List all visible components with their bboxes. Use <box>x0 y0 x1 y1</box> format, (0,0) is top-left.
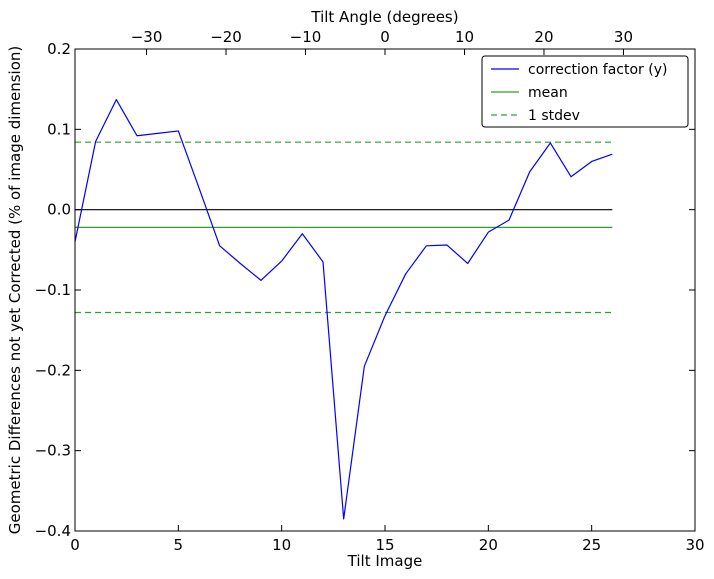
legend-label-mean: mean <box>528 85 568 101</box>
y-tick-label: −0.4 <box>35 522 71 540</box>
x-tick-label: 5 <box>174 536 184 554</box>
top-tick-label: −20 <box>210 28 242 46</box>
y-tick-label: 0.2 <box>47 40 71 58</box>
correction-factor-line <box>74 99 613 520</box>
x-tick-label: 15 <box>375 536 394 554</box>
x-tick-label: 25 <box>582 536 601 554</box>
data-layer <box>74 99 613 520</box>
y-tick-label: 0.1 <box>47 120 71 138</box>
top-tick-label: 30 <box>614 28 633 46</box>
x-tick-label: 30 <box>685 536 704 554</box>
top-tick-label: 0 <box>380 28 390 46</box>
x-tick-label: 10 <box>272 536 291 554</box>
y-tick-label: −0.2 <box>35 361 71 379</box>
y-axis-title: Geometric Differences not yet Corrected … <box>6 46 24 535</box>
legend: correction factor (y) mean 1 stdev <box>481 55 689 128</box>
y-tick-label: −0.1 <box>35 281 71 299</box>
top-tick-label: −10 <box>290 28 322 46</box>
legend-label-stdev: 1 stdev <box>528 108 580 124</box>
y-tick-label: −0.3 <box>35 442 71 460</box>
legend-box <box>481 55 689 128</box>
plot-background <box>75 49 695 531</box>
top-tick-label: 20 <box>534 28 553 46</box>
top-tick-label: 10 <box>455 28 474 46</box>
x-axis-title: Tilt Image <box>347 552 423 570</box>
ticks-layer: 0 5 10 15 20 25 30 −30 −20 −10 0 10 20 30 −0.4 −0.3 −0.2… <box>35 28 705 554</box>
x-tick-label: 20 <box>479 536 498 554</box>
x-tick-label: 0 <box>70 536 80 554</box>
legend-label-correction: correction factor (y) <box>528 62 667 78</box>
top-axis-title: Tilt Angle (degrees) <box>310 8 458 26</box>
top-tick-label: −30 <box>131 28 163 46</box>
y-tick-label: 0.0 <box>47 201 71 219</box>
